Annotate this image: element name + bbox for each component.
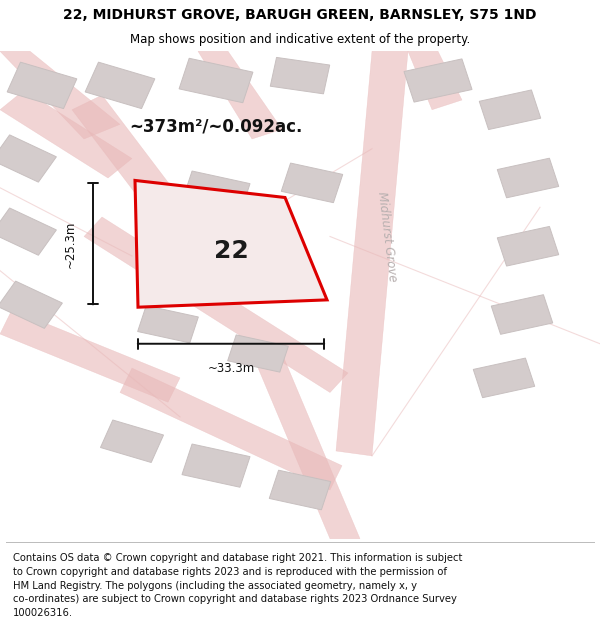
Polygon shape — [85, 62, 155, 109]
Polygon shape — [0, 135, 56, 182]
Polygon shape — [182, 444, 250, 488]
Polygon shape — [491, 295, 553, 334]
Polygon shape — [227, 335, 289, 372]
Polygon shape — [0, 281, 62, 328]
Polygon shape — [120, 368, 342, 490]
Text: HM Land Registry. The polygons (including the associated geometry, namely x, y: HM Land Registry. The polygons (includin… — [13, 581, 417, 591]
Polygon shape — [0, 208, 56, 255]
Text: to Crown copyright and database rights 2023 and is reproduced with the permissio: to Crown copyright and database rights 2… — [13, 567, 447, 577]
Polygon shape — [179, 58, 253, 102]
Polygon shape — [408, 51, 462, 110]
Text: ~373m²/~0.092ac.: ~373m²/~0.092ac. — [130, 118, 302, 136]
Polygon shape — [0, 51, 120, 139]
Polygon shape — [497, 158, 559, 198]
Polygon shape — [137, 306, 199, 343]
Polygon shape — [198, 51, 282, 139]
Text: ~25.3m: ~25.3m — [64, 220, 77, 268]
Text: 22: 22 — [214, 239, 248, 263]
Polygon shape — [0, 90, 132, 178]
Polygon shape — [281, 163, 343, 202]
Polygon shape — [0, 309, 180, 402]
Text: co-ordinates) are subject to Crown copyright and database rights 2023 Ordnance S: co-ordinates) are subject to Crown copyr… — [13, 594, 457, 604]
Polygon shape — [252, 354, 360, 539]
Polygon shape — [269, 470, 331, 510]
Polygon shape — [182, 171, 250, 214]
Text: Map shows position and indicative extent of the property.: Map shows position and indicative extent… — [130, 34, 470, 46]
Polygon shape — [473, 358, 535, 398]
Polygon shape — [479, 90, 541, 129]
Polygon shape — [270, 58, 330, 94]
Polygon shape — [100, 420, 164, 462]
Text: ~33.3m: ~33.3m — [208, 362, 254, 374]
Text: 100026316.: 100026316. — [13, 608, 73, 618]
Polygon shape — [336, 51, 408, 456]
Polygon shape — [404, 59, 472, 102]
Polygon shape — [497, 226, 559, 266]
Polygon shape — [135, 181, 327, 307]
Text: Midhurst Grove: Midhurst Grove — [375, 191, 399, 282]
Text: Contains OS data © Crown copyright and database right 2021. This information is : Contains OS data © Crown copyright and d… — [13, 553, 463, 563]
Polygon shape — [7, 62, 77, 109]
Polygon shape — [84, 217, 348, 392]
Text: 22, MIDHURST GROVE, BARUGH GREEN, BARNSLEY, S75 1ND: 22, MIDHURST GROVE, BARUGH GREEN, BARNSL… — [63, 8, 537, 22]
Polygon shape — [72, 95, 198, 236]
